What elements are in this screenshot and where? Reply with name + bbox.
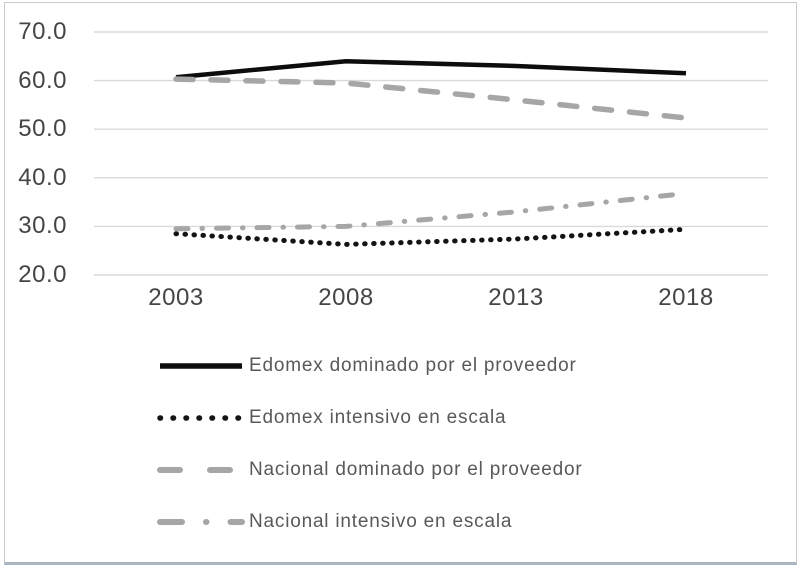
series-line-1 [173, 226, 689, 247]
y-tick-label: 50.0 [18, 115, 67, 143]
series-line-3 [173, 190, 689, 232]
x-tick-label: 2018 [658, 284, 714, 311]
legend-item-0: Edomex dominado por el proveedor [157, 346, 577, 386]
line-chart-plot [94, 31, 768, 276]
y-tick-label: 40.0 [18, 163, 67, 191]
legend-line-swatch-solid [160, 363, 242, 369]
image-border [4, 2, 797, 565]
legend-label: Nacional intensivo en escala [249, 511, 513, 532]
legend-line-swatch-dotted [157, 415, 245, 421]
legend-label: Edomex dominado por el proveedor [249, 355, 577, 376]
x-tick-label: 2013 [488, 284, 544, 311]
y-tick-label: 30.0 [18, 212, 67, 240]
legend-item-1: Edomex intensivo en escala [157, 398, 506, 438]
series-line-2 [173, 76, 689, 121]
y-tick-label: 20.0 [18, 261, 67, 288]
legend-label: Nacional dominado por el proveedor [249, 459, 583, 480]
legend-line-swatch-dash-dot [157, 519, 245, 525]
x-tick-label: 2003 [148, 284, 204, 311]
series-line-0 [175, 58, 687, 80]
x-tick-label: 2008 [318, 284, 374, 311]
legend-item-2: Nacional dominado por el proveedor [157, 450, 583, 490]
legend-item-3: Nacional intensivo en escala [157, 502, 512, 542]
y-tick-label: 60.0 [18, 66, 67, 94]
legend-line-swatch-dashed [157, 467, 245, 473]
legend-label: Edomex intensivo en escala [249, 407, 507, 428]
y-tick-label: 70.0 [18, 18, 67, 45]
